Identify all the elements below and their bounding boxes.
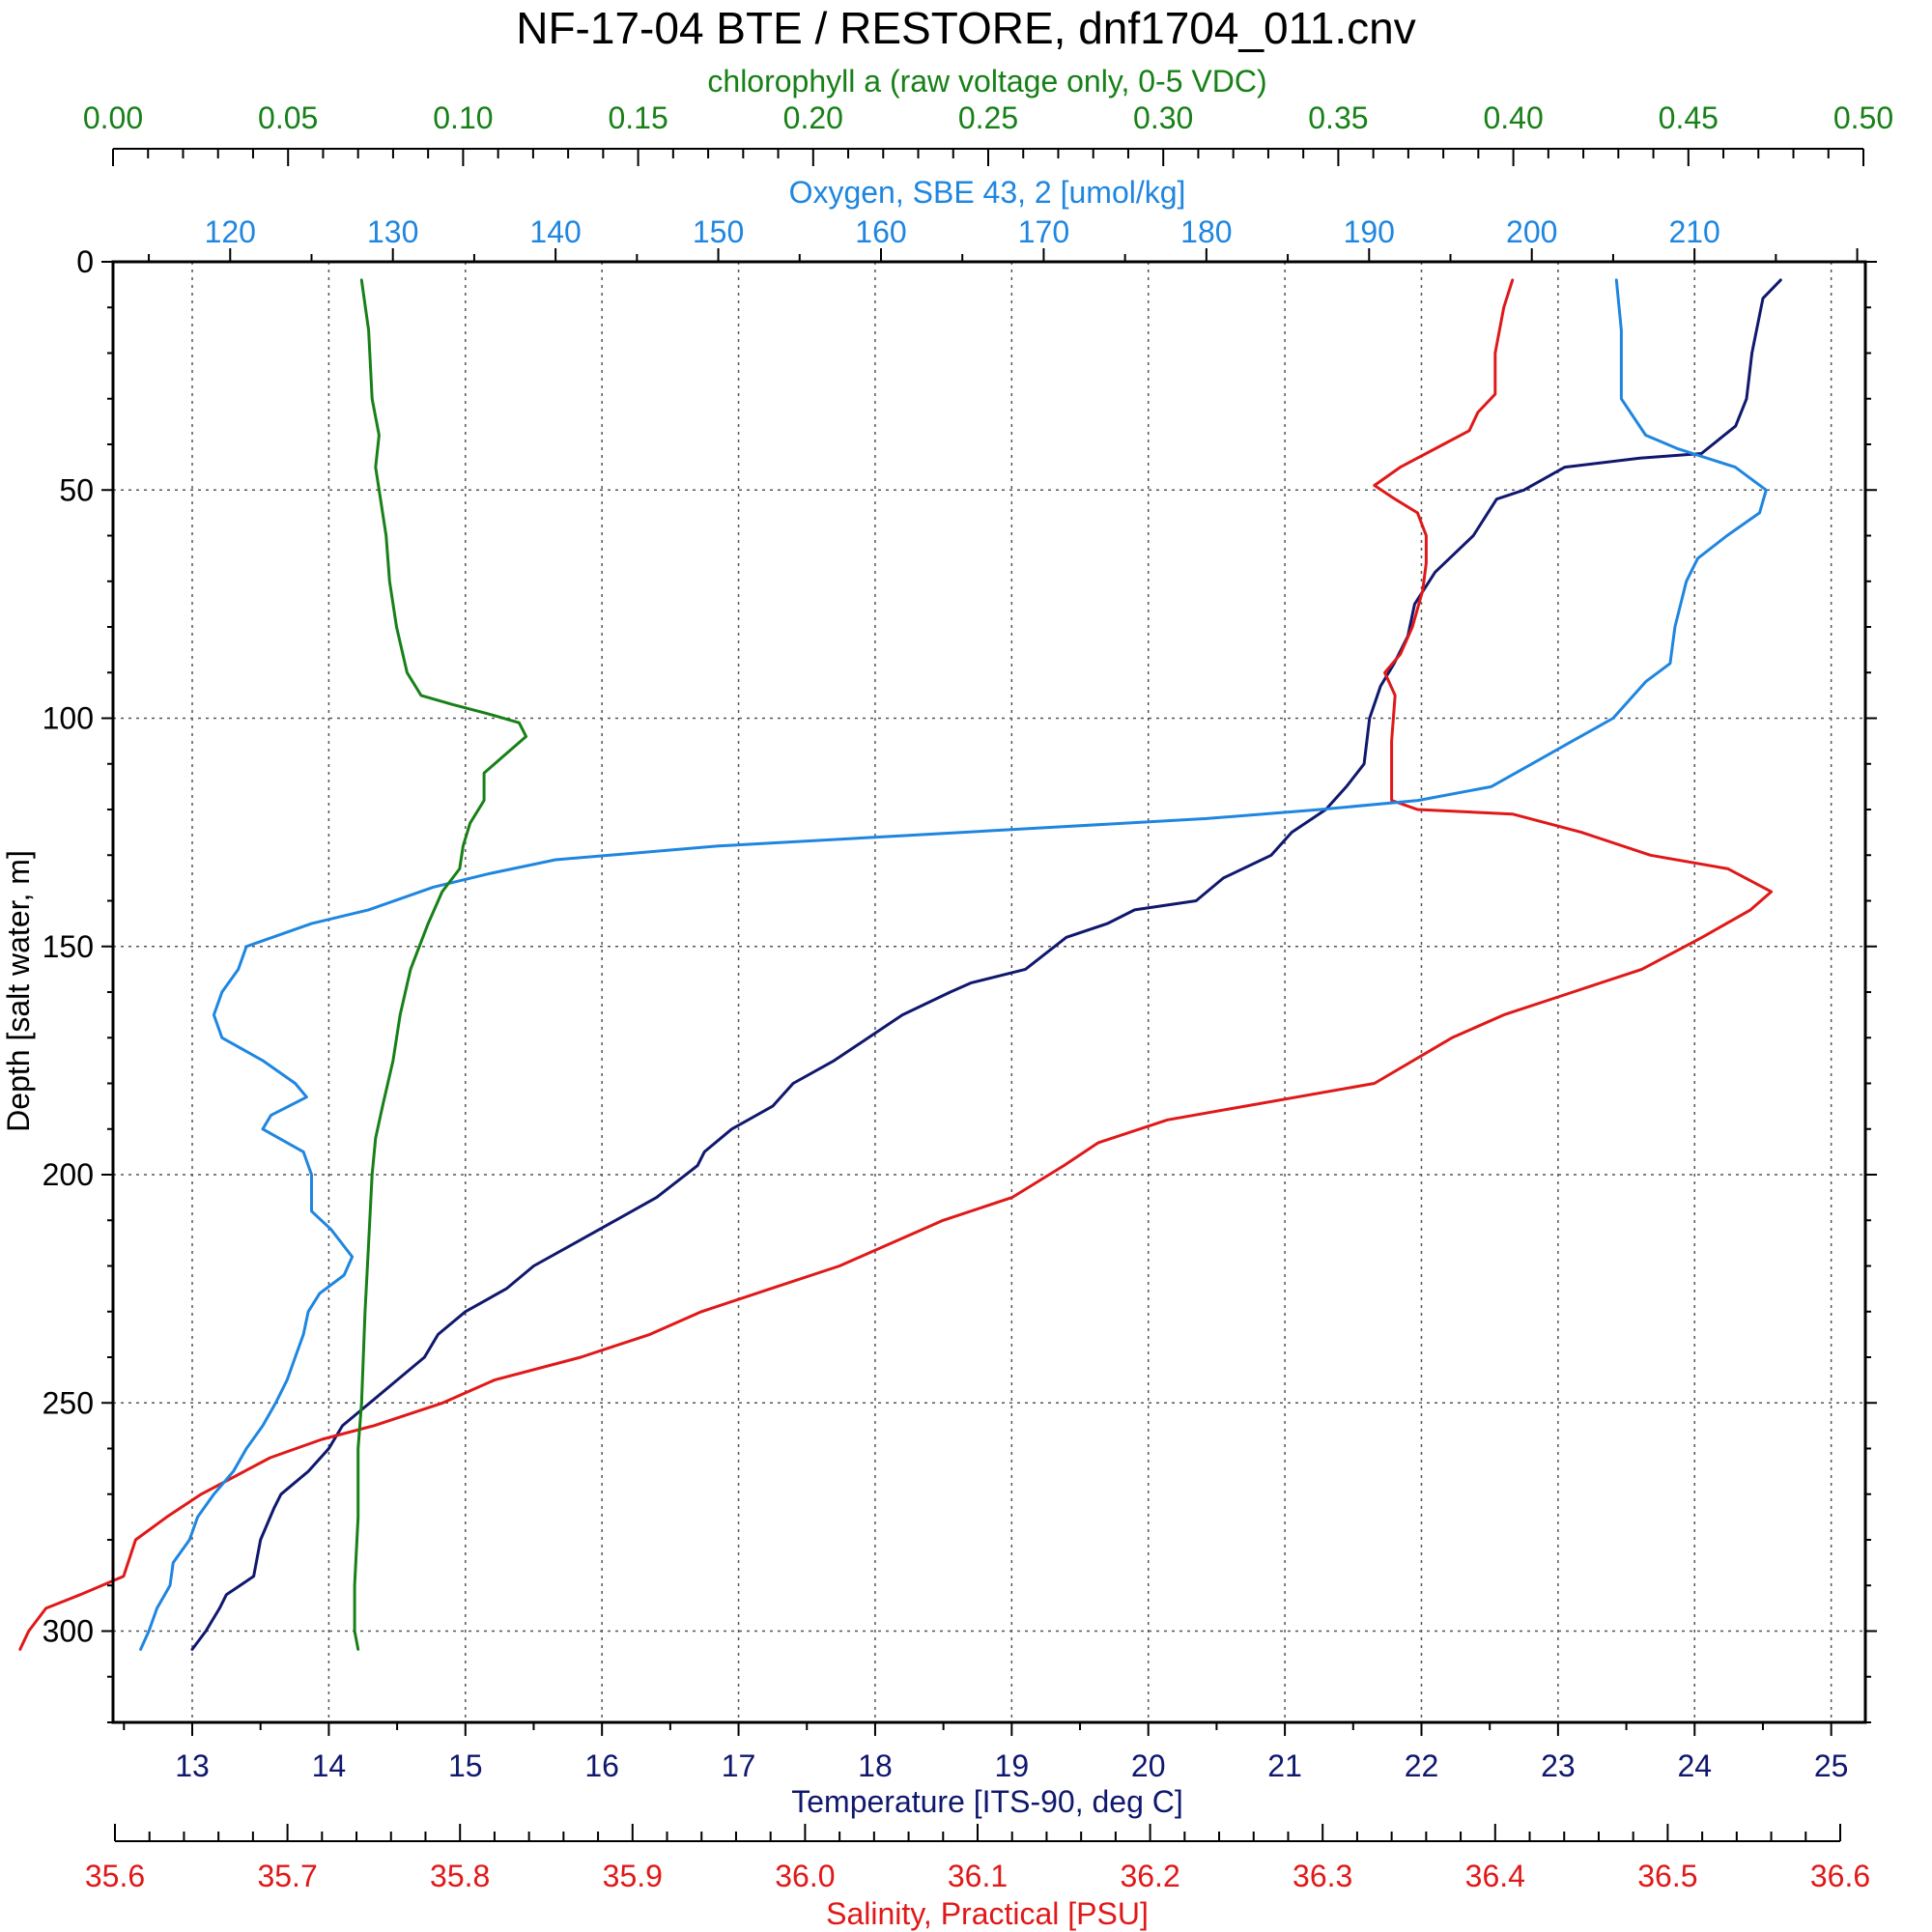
- temperature-tick-label: 21: [1267, 1748, 1302, 1783]
- axes: 0 50 100 150 200 250 300 13 14 15 16 17 18 19 20 21 22 23…: [43, 100, 1894, 1893]
- salinity-tick-label: 36.6: [1810, 1859, 1870, 1893]
- chlorophyll-tick-label: 0.35: [1308, 100, 1368, 135]
- oxygen-tick-label: 160: [855, 214, 906, 249]
- series-line-oxygen: [139, 278, 1768, 1651]
- temperature-tick-label: 14: [312, 1748, 347, 1783]
- series-line-chlorophyll: [353, 278, 528, 1651]
- oxygen-tick-label: 210: [1668, 214, 1719, 249]
- oxygen-tick-label: 120: [205, 214, 256, 249]
- oxygen-tick-label: 130: [367, 214, 418, 249]
- grid-lines: [113, 262, 1865, 1722]
- chlorophyll-axis-label: chlorophyll a (raw voltage only, 0-5 VDC…: [707, 64, 1266, 99]
- temperature-tick-label: 13: [175, 1748, 210, 1783]
- temperature-tick-label: 22: [1405, 1748, 1439, 1783]
- salinity-tick-label: 35.9: [603, 1859, 663, 1893]
- salinity-tick-label: 36.0: [775, 1859, 835, 1893]
- oxygen-tick-label: 170: [1018, 214, 1069, 249]
- chlorophyll-tick-label: 0.10: [433, 100, 493, 135]
- depth-tick-label: 150: [43, 929, 94, 964]
- salinity-tick-label: 35.6: [85, 1859, 145, 1893]
- salinity-tick-label: 35.8: [430, 1859, 490, 1893]
- chlorophyll-tick-label: 0.50: [1833, 100, 1893, 135]
- series-line-salinity: [18, 278, 1774, 1651]
- salinity-tick-label: 35.7: [257, 1859, 317, 1893]
- chlorophyll-tick-label: 0.45: [1659, 100, 1719, 135]
- temperature-tick-label: 18: [858, 1748, 893, 1783]
- oxygen-tick-label: 200: [1506, 214, 1557, 249]
- series-line-temperature: [190, 278, 1782, 1651]
- temperature-tick-label: 15: [448, 1748, 483, 1783]
- depth-tick-label: 50: [59, 472, 94, 507]
- data-series: [18, 278, 1782, 1651]
- oxygen-tick-label: 190: [1344, 214, 1395, 249]
- temperature-tick-label: 25: [1814, 1748, 1849, 1783]
- chlorophyll-tick-label: 0.30: [1133, 100, 1193, 135]
- salinity-tick-label: 36.4: [1465, 1859, 1525, 1893]
- oxygen-axis-label: Oxygen, SBE 43, 2 [umol/kg]: [789, 175, 1186, 210]
- chlorophyll-tick-label: 0.15: [608, 100, 668, 135]
- salinity-tick-label: 36.5: [1637, 1859, 1697, 1893]
- temperature-tick-label: 24: [1677, 1748, 1712, 1783]
- depth-axis-label: Depth [salt water, m]: [1, 850, 36, 1132]
- temperature-tick-label: 20: [1131, 1748, 1166, 1783]
- chlorophyll-tick-label: 0.40: [1483, 100, 1543, 135]
- salinity-tick-label: 36.2: [1120, 1859, 1179, 1893]
- oxygen-tick-label: 140: [529, 214, 581, 249]
- temperature-tick-label: 23: [1541, 1748, 1576, 1783]
- chlorophyll-tick-label: 0.25: [958, 100, 1018, 135]
- chlorophyll-tick-label: 0.00: [83, 100, 143, 135]
- depth-tick-label: 200: [43, 1157, 94, 1192]
- chart-title: NF-17-04 BTE / RESTORE, dnf1704_011.cnv: [516, 3, 1416, 53]
- depth-tick-label: 300: [43, 1614, 94, 1649]
- oxygen-tick-label: 150: [693, 214, 744, 249]
- plot-frame: [111, 260, 1867, 1724]
- depth-tick-label: 0: [76, 244, 94, 279]
- chlorophyll-tick-label: 0.05: [258, 100, 318, 135]
- temperature-tick-label: 19: [995, 1748, 1030, 1783]
- oxygen-tick-label: 180: [1180, 214, 1232, 249]
- temperature-tick-label: 16: [584, 1748, 619, 1783]
- salinity-axis-label: Salinity, Practical [PSU]: [826, 1896, 1149, 1931]
- temperature-axis-label: Temperature [ITS-90, deg C]: [791, 1784, 1183, 1819]
- depth-tick-label: 250: [43, 1385, 94, 1420]
- salinity-tick-label: 36.3: [1293, 1859, 1352, 1893]
- chlorophyll-tick-label: 0.20: [783, 100, 843, 135]
- temperature-tick-label: 17: [722, 1748, 756, 1783]
- salinity-tick-label: 36.1: [948, 1859, 1008, 1893]
- depth-tick-label: 100: [43, 701, 94, 736]
